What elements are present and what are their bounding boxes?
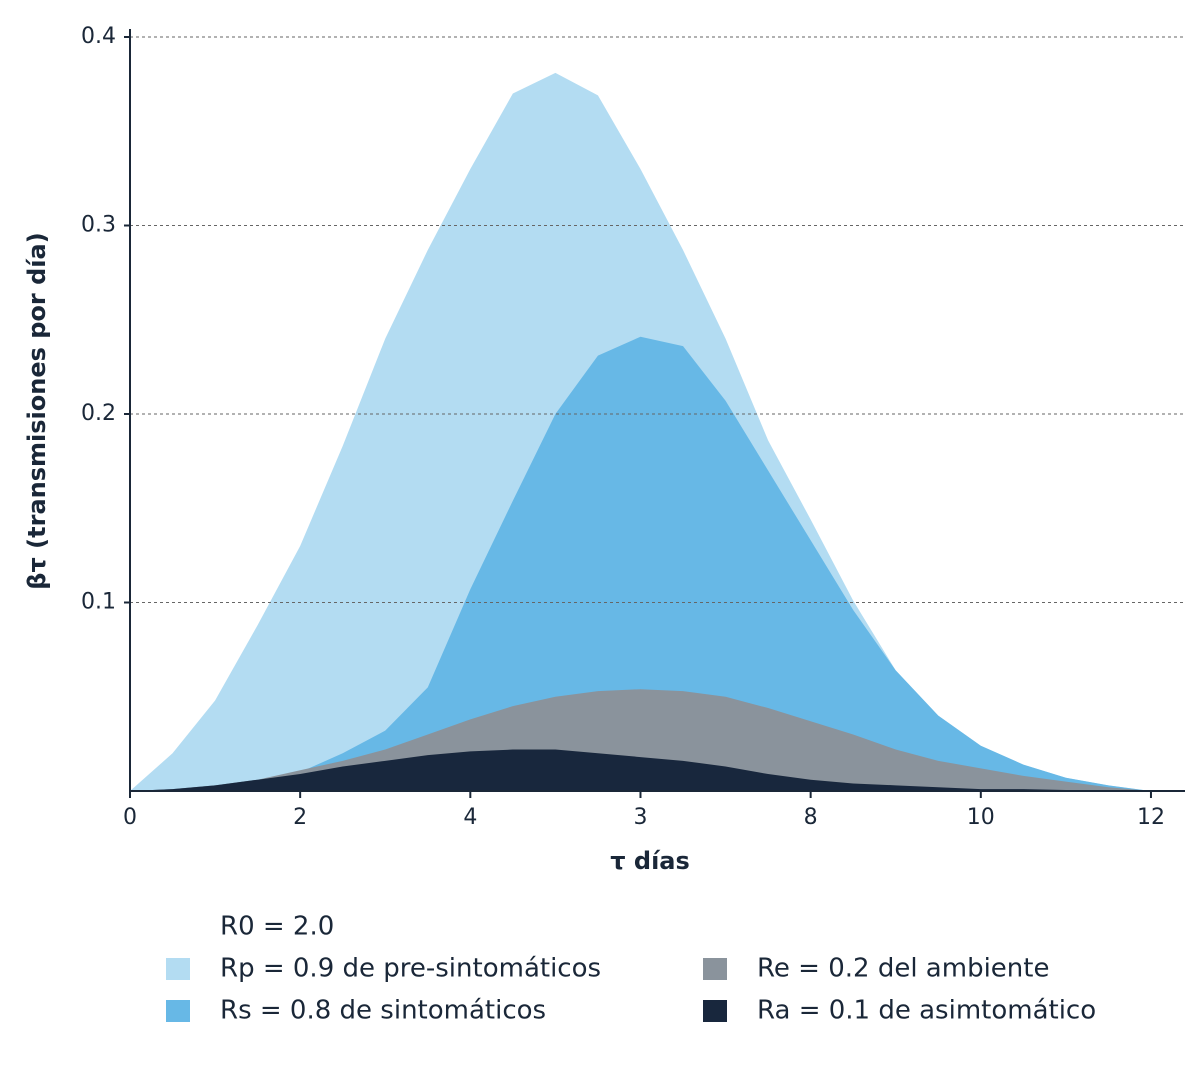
legend-label: Ra = 0.1 de asimtomático bbox=[757, 996, 1096, 1026]
legend-label: Rp = 0.9 de pre-sintomáticos bbox=[220, 954, 601, 984]
legend-swatch bbox=[166, 958, 190, 980]
y-tick-label: 0.1 bbox=[81, 590, 116, 615]
y-tick-label: 0.3 bbox=[81, 213, 116, 238]
x-tick-label: 2 bbox=[293, 805, 307, 830]
x-tick-label: 10 bbox=[967, 805, 995, 830]
legend-label: Rs = 0.8 de sintomáticos bbox=[220, 996, 546, 1026]
legend-swatch bbox=[703, 958, 727, 980]
x-tick-label: 8 bbox=[804, 805, 818, 830]
y-axis-title: βτ (transmisiones por día) bbox=[23, 232, 51, 589]
x-tick-label: 4 bbox=[463, 805, 477, 830]
x-tick-label: 12 bbox=[1137, 805, 1165, 830]
legend: Rp = 0.9 de pre-sintomáticos Rs = 0.8 de … bbox=[166, 954, 1096, 1026]
area bbox=[130, 749, 1151, 791]
legend-subtitle: R0 = 2.0 bbox=[220, 912, 334, 942]
y-tick-label: 0.4 bbox=[81, 24, 116, 49]
x-tick-label: 0 bbox=[123, 805, 137, 830]
area bbox=[130, 336, 1151, 791]
y-tick-label: 0.2 bbox=[81, 401, 116, 426]
x-axis-title: τ días bbox=[610, 847, 690, 875]
legend-swatch bbox=[703, 1000, 727, 1022]
legend-swatch bbox=[166, 1000, 190, 1022]
x-tick-label: 3 bbox=[633, 805, 647, 830]
legend-label: Re = 0.2 del ambiente bbox=[757, 954, 1049, 984]
